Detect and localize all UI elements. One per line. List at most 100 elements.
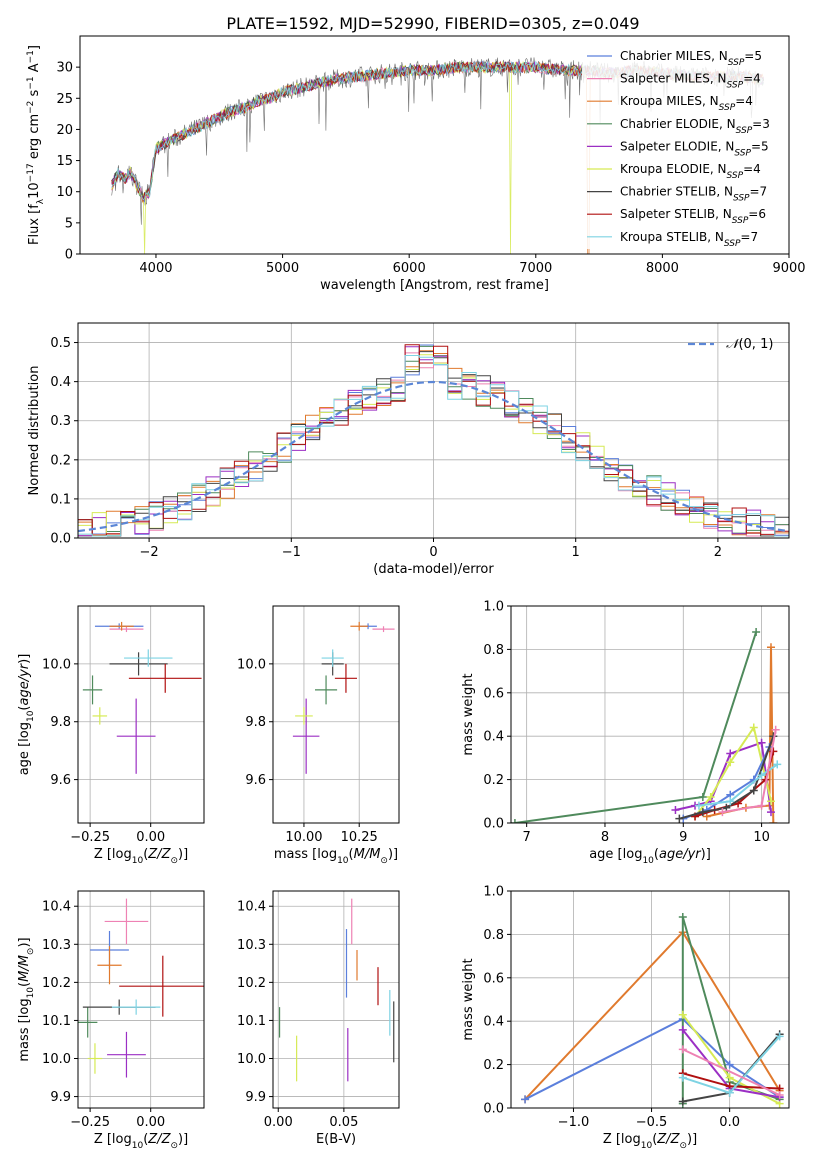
y-tick-label: 9.8 [50, 715, 71, 730]
x-tick-label: 0 [429, 545, 437, 560]
y-tick-label: 0.3 [50, 414, 71, 429]
x-tick-label: 0.0 [719, 1115, 740, 1130]
mass-weight-marker [678, 1073, 687, 1082]
mass-weight-marker [718, 808, 727, 817]
plot-area [78, 344, 789, 537]
errorbar-point [321, 649, 344, 667]
y-tick-label: 10.0 [42, 1052, 71, 1067]
legend-label: Kroupa ELODIE, NSSP=4 [620, 162, 761, 181]
mass-weight-marker [725, 1060, 734, 1069]
x-tick-label: 10.25 [341, 830, 378, 845]
y-tick-label: 0.0 [483, 817, 504, 832]
x-axis-label: mass [log10(M/M⊙)] [274, 847, 398, 866]
plot-area [292, 621, 395, 774]
legend-label: Chabrier MILES, NSSP=5 [620, 49, 762, 68]
x-axis-label: wavelength [Angstrom, rest frame] [320, 278, 549, 293]
panel-age-vs-Z: −0.25 0.00 9.6 9.8 10.0 Z [log10(Z/Z⊙)] age [l… [17, 605, 205, 866]
mass-weight-marker [678, 1045, 687, 1054]
mass-weight-marker [725, 1088, 734, 1097]
errorbar-point [109, 652, 168, 676]
plot-area [78, 898, 204, 1078]
y-tick-label: 0.2 [483, 773, 504, 788]
panel-spectrum: 4000 5000 6000 7000 8000 9000 0 5 10 15 20 25 30 wave… [26, 35, 806, 293]
mass-weight-marker [766, 808, 775, 817]
plot-area [82, 621, 202, 774]
errorbar-point [334, 663, 357, 693]
y-tick-label: 0 [65, 248, 73, 263]
errorbar-point [82, 675, 103, 705]
mass-weight-marker [766, 643, 775, 652]
mass-weight-marker [678, 1010, 687, 1019]
legend-label: Chabrier ELODIE, NSSP=3 [620, 117, 770, 136]
y-axis-label: mass weight [461, 673, 476, 755]
x-tick-label: 6000 [393, 261, 426, 276]
y-tick-label: 5 [65, 216, 73, 231]
axes-frame [272, 605, 400, 824]
mass-weight-line [524, 1017, 781, 1101]
plot-area [521, 913, 784, 1108]
mass-weight-marker [725, 1073, 734, 1082]
mass-weight-marker [726, 749, 735, 758]
y-tick-label: 1.0 [483, 885, 504, 900]
x-tick-label: 10 [753, 830, 770, 845]
x-axis-label: Z [log10(Z/Z⊙)] [94, 847, 188, 866]
mass-weight-marker [757, 771, 766, 780]
legend-label: 𝒩(0, 1) [726, 337, 773, 352]
x-tick-label: 0.00 [136, 830, 165, 845]
axes-frame [77, 322, 790, 539]
plot-area [511, 628, 782, 823]
y-tick-label: 10.4 [42, 900, 71, 915]
y-tick-label: 10.1 [237, 1014, 266, 1029]
axes-frame [77, 890, 205, 1109]
y-tick-label: 0.2 [483, 1058, 504, 1073]
errorbar-point [97, 946, 122, 985]
legend-label: Salpeter ELODIE, NSSP=5 [620, 139, 769, 158]
mass-weight-line [698, 763, 778, 807]
mass-weight-marker [698, 808, 707, 817]
x-tick-label: 4000 [139, 261, 172, 276]
y-tick-label: 0.1 [50, 492, 71, 507]
x-tick-label: −0.5 [636, 1115, 668, 1130]
mass-weight-marker [775, 1090, 784, 1099]
mass-weight-marker [678, 1025, 687, 1034]
axes-frame [77, 605, 205, 824]
y-axis-label: mass weight [461, 958, 476, 1040]
spectrum-legend: Chabrier MILES, NSSP=5 Salpeter MILES, NS… [582, 44, 787, 249]
x-axis-label: age [log10(age/yr)] [589, 847, 711, 866]
mass-weight-marker [749, 723, 758, 732]
panel-age-vs-mass: 10.00 10.25 9.6 9.8 10.0 mass [log10(M/M⊙)] [237, 605, 400, 866]
errorbar-point [295, 707, 313, 725]
y-tick-label: 0.0 [50, 532, 71, 547]
mass-weight-marker [775, 1032, 784, 1041]
legend-label: Salpeter MILES, NSSP=4 [620, 72, 761, 91]
histogram-step [78, 344, 789, 537]
y-tick-label: 25 [56, 92, 73, 107]
y-tick-label: 9.8 [245, 715, 266, 730]
y-tick-label: 0.4 [483, 1015, 504, 1030]
errorbar-point [315, 675, 338, 705]
x-tick-label: 0.00 [136, 1115, 165, 1130]
mass-weight-marker [726, 797, 735, 806]
y-tick-label: 0.8 [483, 928, 504, 943]
figure-title: PLATE=1592, MJD=52990, FIBERID=0305, z=0… [226, 14, 639, 33]
y-tick-label: 10.3 [237, 938, 266, 953]
errorbar-point [292, 698, 320, 774]
x-tick-label: 10.00 [285, 830, 322, 845]
y-tick-label: 0.8 [483, 643, 504, 658]
mass-weight-marker [726, 758, 735, 767]
errorbar-point [119, 955, 204, 1017]
mass-weight-marker [769, 819, 778, 823]
errorbar-point [87, 1043, 103, 1074]
mass-weight-marker [757, 801, 766, 810]
mass-weight-marker [521, 1095, 530, 1104]
mass-weight-line [524, 930, 781, 1100]
y-tick-label: 10.1 [42, 1014, 71, 1029]
mass-weight-marker [675, 814, 684, 823]
errorbar-point [128, 663, 202, 693]
y-tick-label: 0.6 [483, 686, 504, 701]
errorbar-point [372, 626, 395, 633]
y-tick-label: 0.2 [50, 453, 71, 468]
mass-weight-marker [511, 819, 519, 823]
panel-residual-histogram: −2 −1 0 1 2 0.0 0.1 0.2 0.3 0.4 0.5 (data-model)/er… [27, 322, 790, 577]
